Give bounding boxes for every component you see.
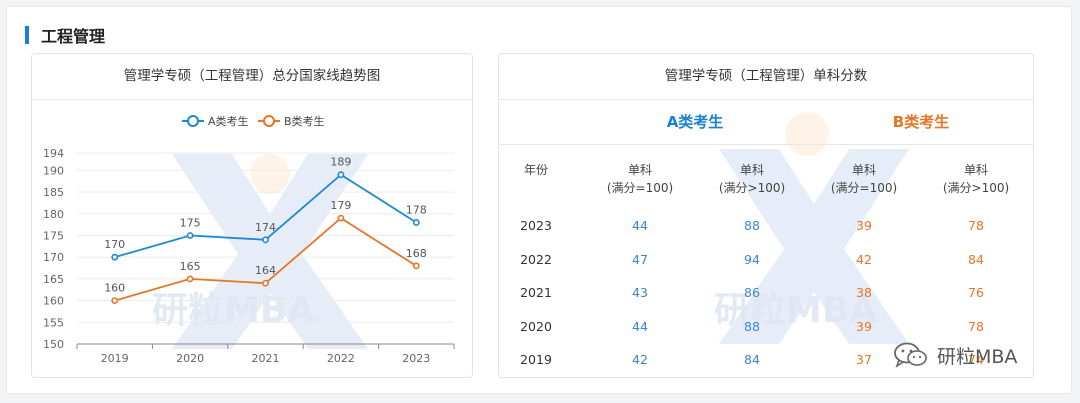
legend-label: A类考生 <box>208 114 249 128</box>
score-cell: 42 <box>856 251 872 267</box>
score-cell: 44 <box>632 218 648 233</box>
data-point <box>412 219 420 226</box>
data-point <box>186 232 194 239</box>
section-title: 工程管理 <box>41 27 106 46</box>
year-cell: 2021 <box>520 285 552 300</box>
column-header-subline: (满分=100) <box>606 181 674 195</box>
x-tick-label: 2021 <box>252 352 280 365</box>
group-b-label: B类考生 <box>892 113 950 131</box>
data-point <box>111 253 119 261</box>
data-label: 170 <box>104 238 125 251</box>
y-tick-label: 190 <box>43 164 64 177</box>
data-point <box>111 297 119 304</box>
data-label: 178 <box>406 203 427 216</box>
score-cell: 47 <box>632 251 648 267</box>
footer-watermark: 研粒MBA <box>893 340 1017 370</box>
y-tick-label: 160 <box>43 295 64 308</box>
y-tick-label: 185 <box>43 186 64 199</box>
y-tick-label: 170 <box>43 251 64 264</box>
data-point <box>262 279 269 287</box>
year-cell: 2022 <box>520 251 552 267</box>
year-cell: 2020 <box>520 318 552 334</box>
data-label: 165 <box>180 260 201 273</box>
score-cell: 37 <box>856 352 872 367</box>
column-header-subline: (满分=100) <box>830 181 898 195</box>
score-cell: 88 <box>744 318 760 334</box>
data-label: 175 <box>180 216 201 229</box>
score-cell: 39 <box>856 218 872 233</box>
score-cell: 43 <box>632 285 648 300</box>
x-tick-label: 2023 <box>402 352 430 365</box>
footer-watermark-text: 研粒MBA <box>937 345 1018 368</box>
column-header-subline: (满分>100) <box>718 181 786 195</box>
y-tick-label: 150 <box>43 338 64 351</box>
x-tick-label: 2019 <box>101 352 129 365</box>
column-header-line: 单科 <box>963 163 988 177</box>
data-point <box>337 214 345 222</box>
score-cell: 94 <box>744 251 760 267</box>
score-cell: 39 <box>856 318 872 334</box>
score-cell: 42 <box>632 352 648 367</box>
x-tick-label: 2022 <box>327 352 355 365</box>
data-point <box>337 171 345 179</box>
column-header: 单科 (满分=100) <box>595 161 685 197</box>
data-label: 160 <box>104 282 125 295</box>
column-header-line: 单科 <box>739 163 764 177</box>
section-header: 工程管理 <box>25 25 106 46</box>
legend-label: B类考生 <box>284 114 325 128</box>
y-tick-label: 165 <box>43 273 64 286</box>
data-label: 174 <box>255 221 276 234</box>
x-tick-label: 2020 <box>176 352 204 365</box>
line-chart: 150 155 160 165 170 175 180 185 190 194 2019 2020 20… <box>43 114 455 365</box>
series-line <box>114 173 417 259</box>
column-header: 单科 (满分>100) <box>931 161 1021 197</box>
column-header: 单科 (满分>100) <box>707 161 797 197</box>
column-header-line: 单科 <box>851 163 876 177</box>
table-panel-title: 管理学专硕（工程管理）单科分数 <box>499 54 1033 100</box>
column-header: 年份 <box>499 161 581 179</box>
chart-panel: 管理学专硕（工程管理）总分国家线趋势图 研粒MBA 150 155 160 165 17… <box>31 53 473 378</box>
score-cell: 84 <box>968 251 984 267</box>
score-cell: 78 <box>968 218 984 233</box>
table-panel: 管理学专硕（工程管理）单科分数 研粒MBA A类考生 B类考生 年份 单科 (满分=… <box>498 53 1034 378</box>
wechat-icon <box>894 342 927 368</box>
title-accent-bar <box>25 26 29 44</box>
score-cell: 78 <box>968 318 984 334</box>
column-header: 单科 (满分=100) <box>819 161 909 197</box>
score-cell: 86 <box>744 285 760 300</box>
y-tick-label: 180 <box>43 208 64 221</box>
column-header-subline: (满分>100) <box>942 181 1010 195</box>
column-header-line: 年份 <box>523 163 548 177</box>
score-cell: 84 <box>744 352 760 367</box>
data-label: 168 <box>406 247 427 260</box>
legend-swatch-marker <box>187 115 199 127</box>
data-point <box>186 275 194 283</box>
data-label: 189 <box>330 156 351 169</box>
column-header-line: 单科 <box>627 163 652 177</box>
year-cell: 2019 <box>520 352 552 367</box>
score-cell: 38 <box>856 285 872 300</box>
data-label: 164 <box>255 264 276 277</box>
year-cell: 2023 <box>520 218 552 233</box>
y-tick-label: 155 <box>43 316 64 329</box>
group-a-label: A类考生 <box>666 113 724 131</box>
chart-panel-title: 管理学专硕（工程管理）总分国家线趋势图 <box>32 54 472 100</box>
y-tick-label: 194 <box>43 147 64 160</box>
y-tick-label: 175 <box>43 229 64 242</box>
score-cell: 88 <box>744 218 760 233</box>
data-label: 179 <box>330 199 351 212</box>
score-cell: 74 <box>968 352 984 367</box>
data-point <box>262 236 269 244</box>
score-cell: 44 <box>632 318 648 334</box>
data-point <box>412 262 420 270</box>
legend-swatch-marker <box>263 115 275 127</box>
group-header-row: A类考生 B类考生 <box>499 99 1033 145</box>
score-cell: 76 <box>968 285 984 300</box>
